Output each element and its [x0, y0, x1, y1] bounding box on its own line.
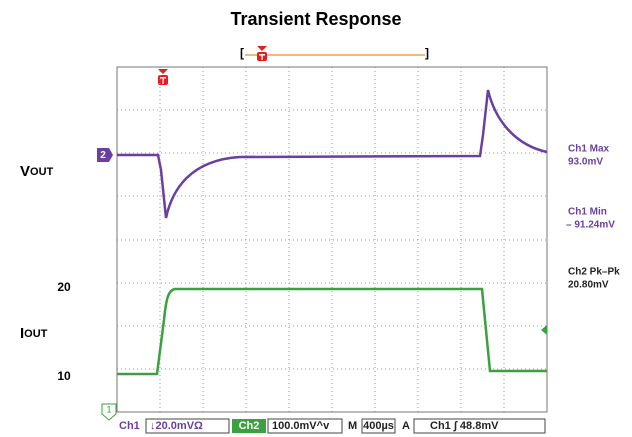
- status-box: [145, 418, 230, 434]
- measurement-value: 20.80mV: [568, 280, 609, 291]
- measurement-name: Ch1 Min: [568, 207, 607, 218]
- measurement-value: – 91.24mV: [566, 220, 615, 231]
- label-sub: OUT: [24, 328, 48, 340]
- vout-label: VOUT: [20, 163, 54, 180]
- status-time: 400µs: [363, 420, 394, 432]
- ch2-marker: [97, 148, 113, 162]
- trigger-marker: [158, 46, 267, 85]
- measurement-name: Ch1 Max: [568, 144, 610, 155]
- level-label: 10: [57, 369, 71, 383]
- ch2-level-marker: [541, 325, 547, 335]
- ch1-marker: [101, 403, 117, 421]
- status-trigger: Ch1 ∫ 48.8mV: [430, 420, 499, 432]
- status-ch1: Ch1: [119, 420, 140, 432]
- status-ch2: Ch2: [239, 420, 260, 432]
- measurement-value: 93.0mV: [568, 157, 603, 168]
- graticule: [117, 67, 547, 412]
- status-ch2-scale: 100.0mV^v: [272, 420, 330, 432]
- measurement-name: Ch2 Pk–Pk: [568, 267, 620, 278]
- label-main: V: [20, 163, 30, 180]
- status-a: A: [402, 420, 410, 432]
- label-sub: OUT: [30, 166, 54, 178]
- bracket: [: [240, 46, 244, 60]
- ch2-marker-label: 2: [100, 150, 106, 161]
- status-box: [232, 419, 266, 433]
- status-box: [361, 418, 396, 434]
- label-main: I: [20, 325, 24, 342]
- title: Transient Response: [230, 9, 401, 29]
- bracket: ]: [425, 46, 429, 60]
- status-ch1-scale: ↓20.0mVΩ: [150, 420, 203, 432]
- status-box: [267, 418, 343, 434]
- status-box: [413, 418, 546, 434]
- vout-trace: [117, 89, 548, 219]
- iout-label: IOUT: [20, 325, 48, 342]
- graticule-border: [116, 66, 548, 413]
- iout-trace: [117, 287, 547, 376]
- ch1-marker-label: 1: [106, 404, 111, 414]
- status-m: M: [348, 420, 357, 432]
- level-label: 20: [57, 280, 71, 294]
